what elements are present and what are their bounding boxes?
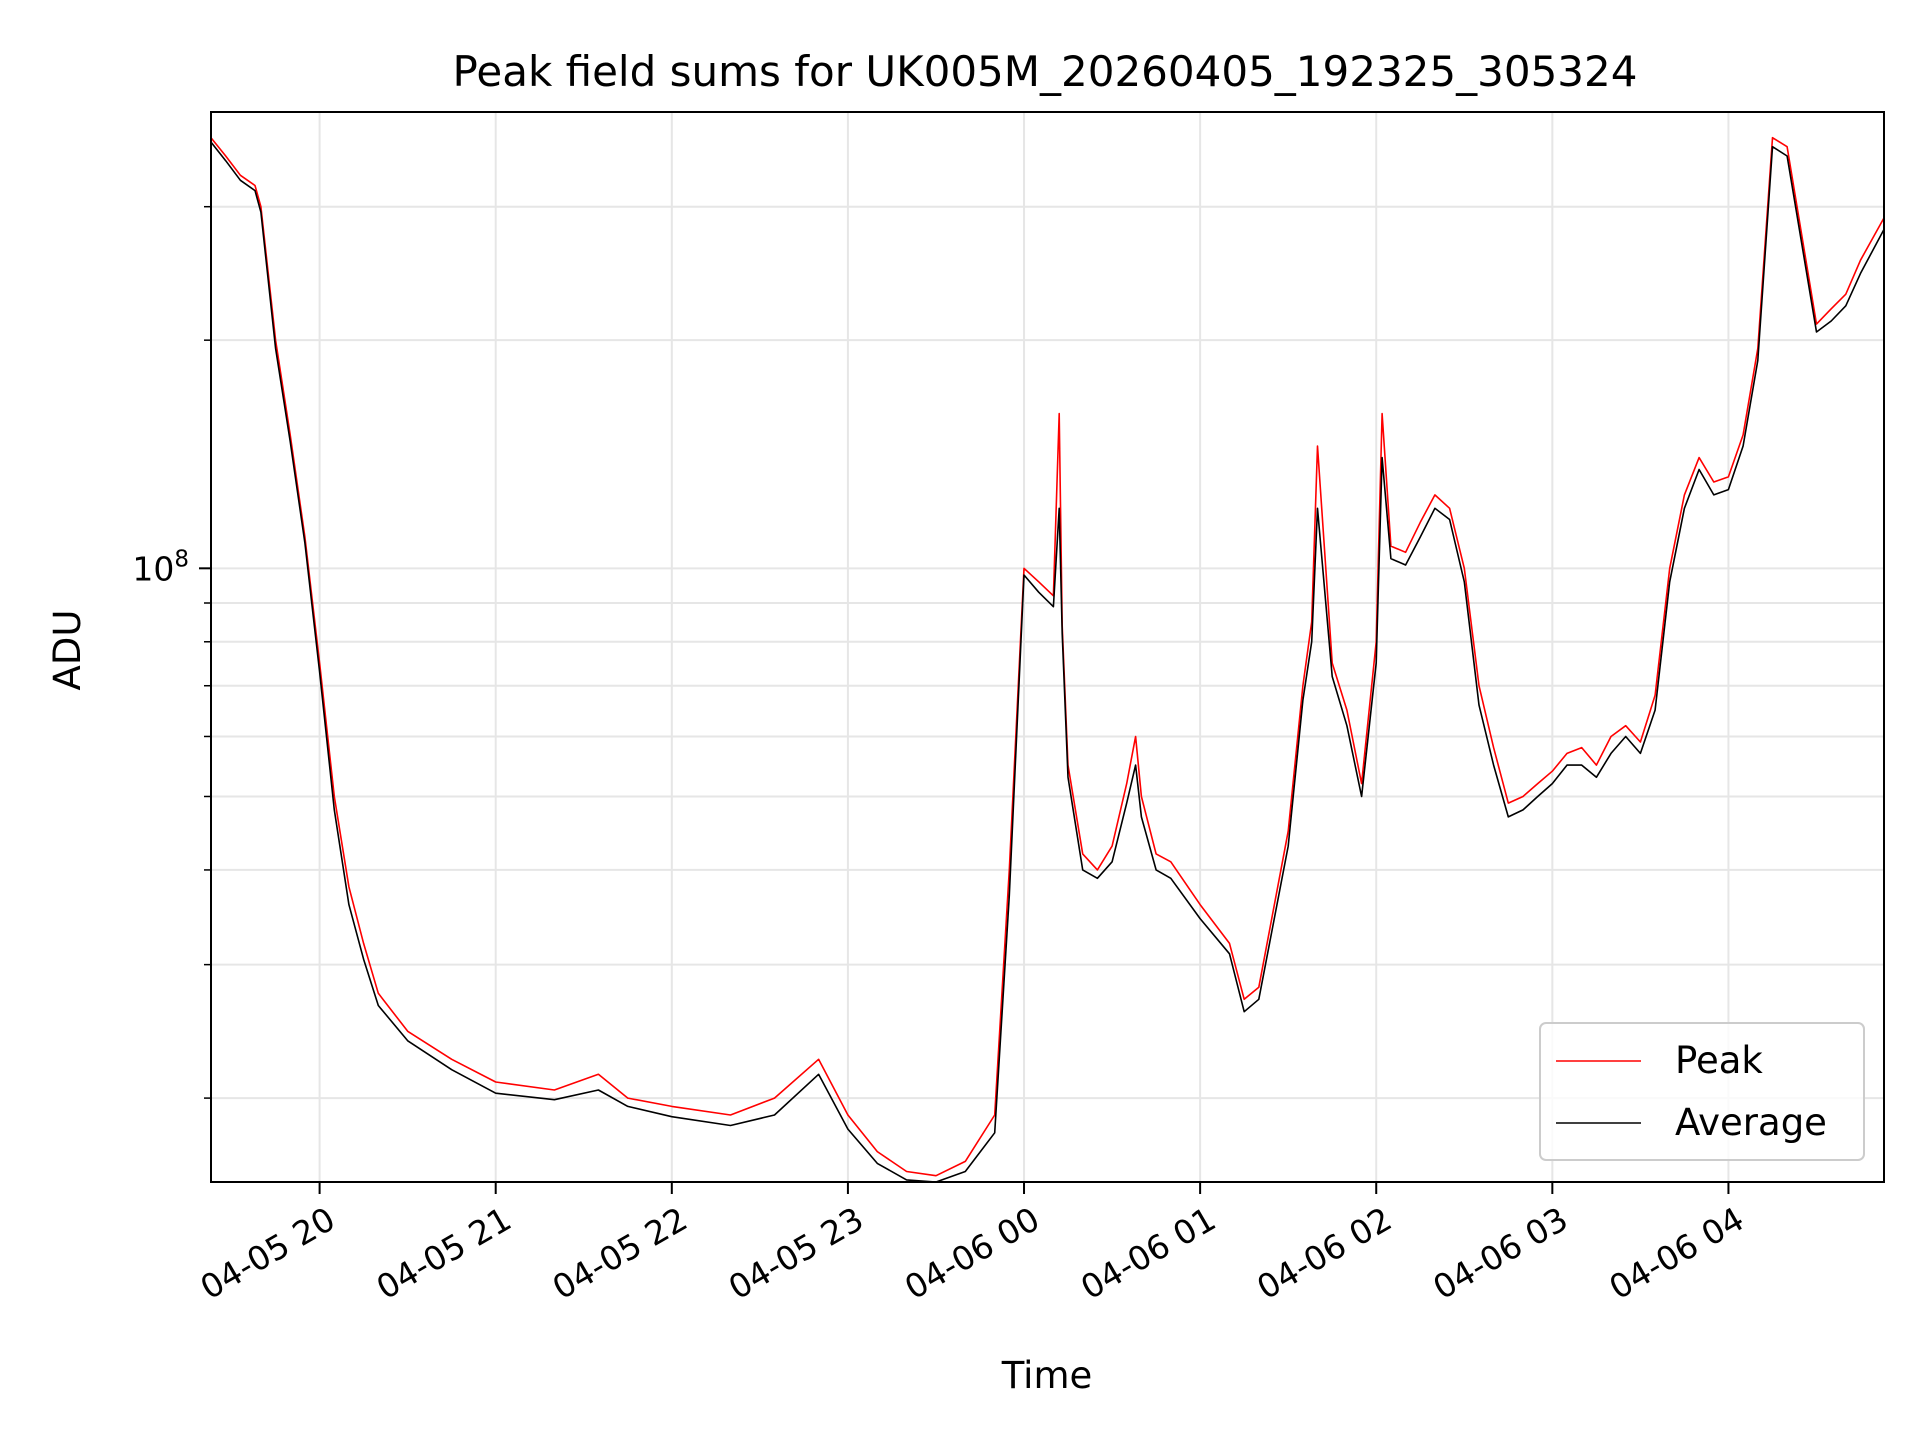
legend-average-label: Average [1675, 1101, 1827, 1144]
legend-box [1539, 1022, 1865, 1161]
y-axis-ticks: 108 [132, 205, 211, 1099]
y-tick-label: 108 [132, 546, 189, 588]
series-line-average [210, 141, 1885, 1183]
grid [211, 112, 1884, 1182]
legend-peak-label: Peak [1675, 1039, 1763, 1082]
series-group [210, 136, 1885, 1183]
chart-title: Peak field sums for UK005M_20260405_1923… [453, 47, 1638, 96]
plot-area-frame [210, 111, 1885, 1183]
y-axis-label: ADU [46, 610, 89, 691]
x-axis-label: Time [1001, 1354, 1093, 1397]
series-line-peak [210, 136, 1885, 1177]
legend: Peak Average [1539, 1022, 1865, 1161]
